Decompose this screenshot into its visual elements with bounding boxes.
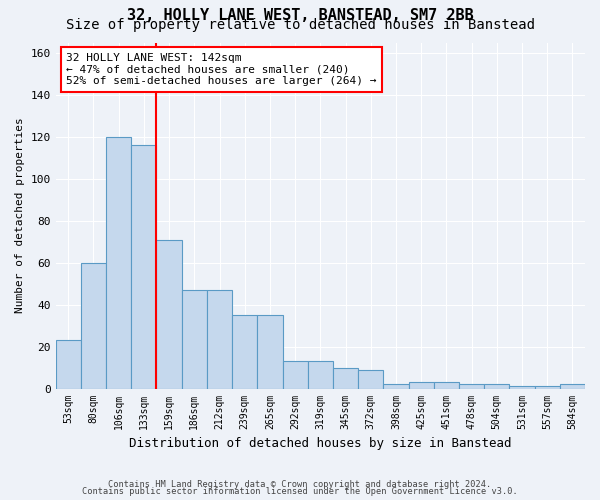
Bar [157,240,182,388]
Text: Contains public sector information licensed under the Open Government Licence v3: Contains public sector information licen… [82,487,518,496]
Text: Contains HM Land Registry data © Crown copyright and database right 2024.: Contains HM Land Registry data © Crown c… [109,480,491,489]
X-axis label: Distribution of detached houses by size in Banstead: Distribution of detached houses by size … [129,437,512,450]
Bar [207,290,232,388]
Bar [106,137,131,388]
Bar [131,146,157,388]
Bar [308,362,333,388]
Bar [257,315,283,388]
Bar [434,382,459,388]
Bar [333,368,358,388]
Bar [283,362,308,388]
Bar [484,384,509,388]
Bar [409,382,434,388]
Bar [232,315,257,388]
Bar [383,384,409,388]
Text: 32, HOLLY LANE WEST, BANSTEAD, SM7 2BB: 32, HOLLY LANE WEST, BANSTEAD, SM7 2BB [127,8,473,22]
Y-axis label: Number of detached properties: Number of detached properties [15,118,25,314]
Bar [81,262,106,388]
Text: Size of property relative to detached houses in Banstead: Size of property relative to detached ho… [65,18,535,32]
Bar [182,290,207,388]
Bar [535,386,560,388]
Bar [358,370,383,388]
Bar [560,384,585,388]
Text: 32 HOLLY LANE WEST: 142sqm
← 47% of detached houses are smaller (240)
52% of sem: 32 HOLLY LANE WEST: 142sqm ← 47% of deta… [66,53,377,86]
Bar [56,340,81,388]
Bar [459,384,484,388]
Bar [509,386,535,388]
